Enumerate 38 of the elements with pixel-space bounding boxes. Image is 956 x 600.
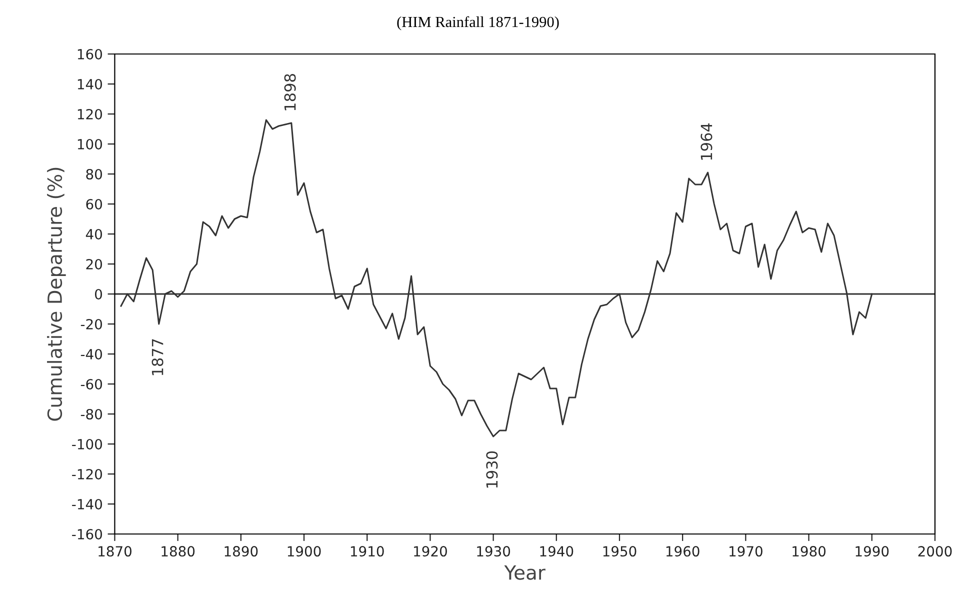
x-tick-label: 1940 bbox=[540, 546, 574, 557]
y-tick-label: -40 bbox=[80, 348, 102, 360]
x-axis-title: Year bbox=[504, 565, 546, 580]
y-tick-label: -60 bbox=[80, 378, 102, 390]
chart-title: (HIM Rainfall 1871-1990) bbox=[397, 16, 559, 30]
y-tick-label: 20 bbox=[86, 258, 102, 270]
x-tick-label: 1900 bbox=[288, 546, 321, 557]
x-tick-label: 1890 bbox=[224, 546, 258, 557]
y-tick-label: 60 bbox=[86, 198, 102, 210]
y-tick-label: 140 bbox=[78, 78, 102, 90]
x-tick-label: 1960 bbox=[666, 546, 700, 557]
x-tick-label: 1950 bbox=[603, 546, 636, 557]
y-tick-label: 40 bbox=[86, 228, 102, 240]
y-tick-label: -20 bbox=[80, 318, 102, 330]
x-tick-label: 1910 bbox=[350, 546, 384, 557]
x-tick-label: 1880 bbox=[162, 546, 195, 557]
y-tick-label: 160 bbox=[78, 48, 102, 60]
y-tick-label: -160 bbox=[72, 528, 102, 540]
y-tick-label: 100 bbox=[78, 138, 102, 150]
annotation: 1930 bbox=[486, 451, 498, 488]
y-tick-label: 80 bbox=[86, 168, 102, 180]
y-tick-label: -80 bbox=[80, 408, 102, 420]
y-tick-label: -140 bbox=[72, 498, 102, 510]
y-tick-label: 0 bbox=[94, 288, 102, 300]
annotation: 1877 bbox=[152, 339, 164, 376]
y-tick-label: -120 bbox=[72, 468, 102, 480]
x-tick-label: 1870 bbox=[98, 546, 132, 557]
x-tick-label: 1930 bbox=[477, 546, 510, 557]
x-tick-label: 2000 bbox=[918, 546, 952, 557]
x-tick-label: 1990 bbox=[856, 546, 889, 557]
annotation: 1964 bbox=[700, 123, 712, 160]
annotation: 1898 bbox=[284, 74, 296, 110]
x-tick-label: 1920 bbox=[414, 546, 447, 557]
y-tick-label: -100 bbox=[72, 438, 102, 450]
y-axis-title: Cumulative Departure (%) bbox=[47, 168, 66, 421]
x-tick-label: 1970 bbox=[730, 546, 762, 557]
y-tick-label: 120 bbox=[78, 108, 102, 120]
x-tick-label: 1980 bbox=[792, 546, 826, 557]
